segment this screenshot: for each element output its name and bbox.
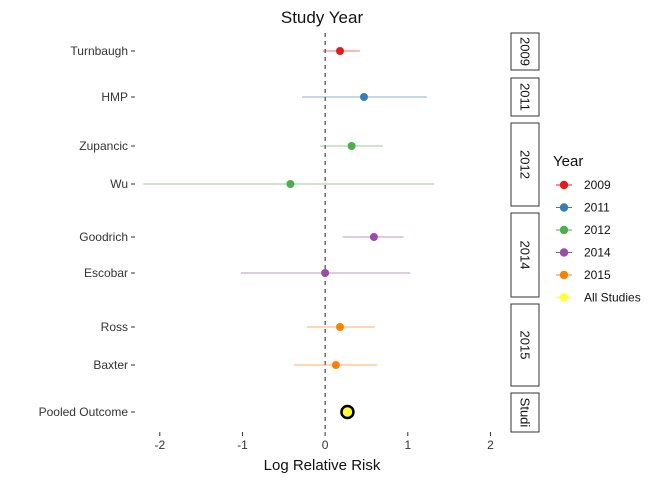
x-axis-title: Log Relative Risk bbox=[264, 457, 381, 474]
legend-key-point bbox=[559, 203, 569, 212]
x-axis: -2 -1 0 1 2 bbox=[154, 432, 494, 452]
y-tick-label-pooled-outcome: Pooled Outcome bbox=[39, 405, 129, 419]
facet-strip-label-2015: 2015 bbox=[518, 331, 533, 360]
legend: Year 2009 2011 2012 2014 2015 All Studies bbox=[553, 153, 641, 305]
legend-item-label: 2015 bbox=[584, 268, 611, 282]
facet-strip-2014: 2014 bbox=[510, 212, 540, 298]
facet-strip-2012: 2012 bbox=[510, 122, 540, 207]
facet-strip-label-2012: 2012 bbox=[518, 150, 533, 179]
point-escobar bbox=[321, 269, 330, 277]
legend-key-point bbox=[559, 248, 569, 257]
y-tick-label-wu: Wu bbox=[110, 177, 128, 191]
legend-item-label: All Studies bbox=[584, 291, 641, 305]
legend-item-2012: 2012 bbox=[556, 223, 611, 237]
facet-strip-label-2014: 2014 bbox=[518, 241, 533, 270]
legend-key-point bbox=[559, 180, 569, 190]
y-tick-label-ross: Ross bbox=[101, 320, 128, 334]
facet-strip-studi: Studi bbox=[510, 392, 540, 433]
facet-panel-3: Zupancic Wu bbox=[79, 139, 435, 191]
point-zupancic bbox=[347, 142, 356, 150]
legend-item-label: 2009 bbox=[584, 178, 611, 192]
chart-title: Study Year bbox=[281, 8, 364, 27]
legend-item-2009: 2009 bbox=[556, 178, 611, 192]
facet-strip-label-2009: 2009 bbox=[518, 37, 533, 66]
facet-panel-4: Goodrich Escobar bbox=[79, 230, 411, 280]
legend-item-2014: 2014 bbox=[556, 246, 611, 260]
legend-title: Year bbox=[553, 153, 583, 170]
facet-strip-box bbox=[510, 392, 540, 433]
point-goodrich bbox=[369, 233, 378, 241]
facet-strip-box bbox=[510, 32, 540, 71]
facet-panel-2: HMP bbox=[101, 90, 427, 104]
facet-strip-2015: 2015 bbox=[510, 303, 540, 387]
plot-area: Turnbaugh HMP Zupancic Wu Goodrich Escobar Ros… bbox=[39, 33, 435, 432]
y-tick-label-hmp: HMP bbox=[101, 90, 128, 104]
point-baxter bbox=[331, 361, 340, 369]
point-wu bbox=[286, 180, 295, 188]
y-tick-label-goodrich: Goodrich bbox=[79, 230, 128, 244]
legend-key-point bbox=[559, 225, 569, 235]
x-tick-label-0: 0 bbox=[322, 438, 329, 452]
x-tick-label-neg2: -2 bbox=[154, 438, 165, 452]
legend-item-2011: 2011 bbox=[556, 201, 610, 215]
facet-strip-2011: 2011 bbox=[510, 77, 540, 117]
y-tick-label-turnbaugh: Turnbaugh bbox=[70, 44, 128, 58]
facet-strips: 2009 2011 2012 2014 2015 Studi bbox=[510, 32, 540, 433]
facet-strip-box bbox=[510, 122, 540, 207]
facet-strip-box bbox=[510, 212, 540, 298]
y-tick-label-zupancic: Zupancic bbox=[79, 139, 128, 153]
facet-strip-label-2011: 2011 bbox=[518, 83, 533, 111]
facet-strip-label-studi: Studi bbox=[518, 398, 533, 428]
point-pooled-outcome bbox=[340, 404, 355, 420]
facet-panel-5: Ross Baxter bbox=[93, 320, 378, 372]
legend-item-label: 2011 bbox=[584, 201, 610, 215]
legend-key-point bbox=[559, 270, 569, 280]
facet-strip-box bbox=[510, 77, 540, 117]
facet-panel-6: Pooled Outcome bbox=[39, 404, 355, 420]
legend-item-2015: 2015 bbox=[556, 268, 611, 282]
legend-item-label: 2014 bbox=[584, 246, 611, 260]
point-hmp bbox=[359, 93, 368, 101]
y-tick-label-baxter: Baxter bbox=[93, 358, 128, 372]
x-tick-label-neg1: -1 bbox=[237, 438, 248, 452]
point-ross bbox=[336, 323, 345, 331]
facet-strip-box bbox=[510, 303, 540, 387]
x-tick-label-2: 2 bbox=[487, 438, 494, 452]
facet-panel-1: Turnbaugh bbox=[70, 44, 360, 58]
legend-item-all-studies: All Studies bbox=[556, 291, 641, 305]
point-turnbaugh bbox=[336, 47, 345, 55]
facet-strip-2009: 2009 bbox=[510, 32, 540, 71]
x-tick-label-1: 1 bbox=[404, 438, 411, 452]
y-tick-label-escobar: Escobar bbox=[84, 266, 128, 280]
legend-item-label: 2012 bbox=[584, 223, 611, 237]
legend-key-point bbox=[559, 293, 569, 302]
